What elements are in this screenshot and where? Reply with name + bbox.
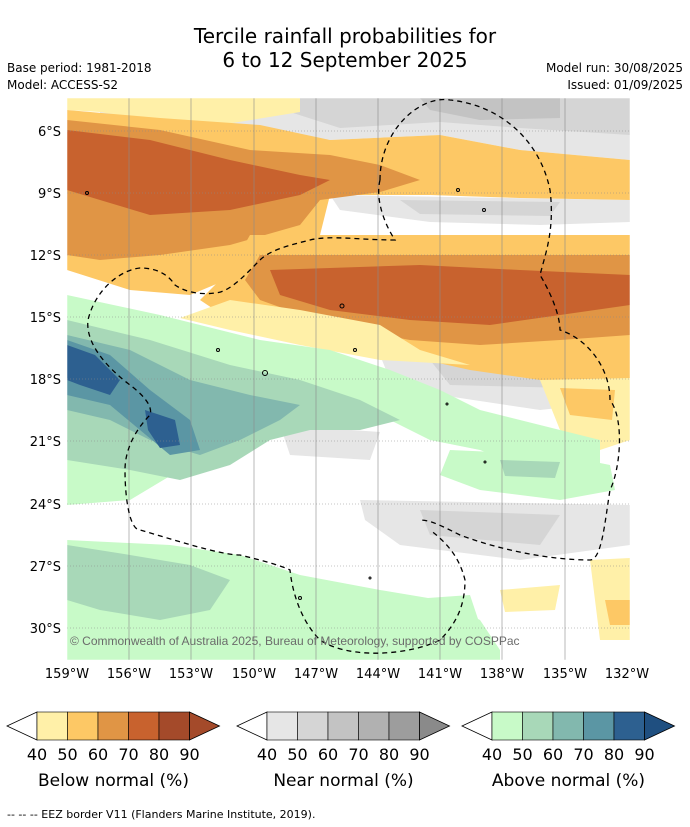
above-normal-colorbar: 40 50 60 70 80 90 — [461, 711, 676, 764]
latitude-labels: 6°S 9°S 12°S 15°S 18°S 21°S 24°S 27°S 30… — [30, 125, 61, 637]
rainfall-map: © Commonwealth of Australia 2025, Bureau… — [6, 97, 676, 764]
near-normal-label: Near normal (%) — [273, 771, 414, 791]
colorbar-tick-label: 60 — [318, 745, 338, 764]
plot-frame — [66, 97, 631, 661]
colorbar-swatch — [583, 711, 615, 741]
eez-borders — [87, 98, 621, 654]
graticule — [67, 98, 630, 660]
colorbar-swatch — [388, 711, 420, 741]
colorbar-tick-label: 70 — [348, 745, 368, 764]
colorbar-tick-label: 70 — [573, 745, 593, 764]
above-normal-fields — [67, 295, 615, 660]
lat-label: 24°S — [30, 498, 61, 513]
colorbar-min-arrow — [236, 711, 268, 741]
colorbar-min-arrow — [6, 711, 38, 741]
lat-label: 9°S — [38, 187, 61, 202]
copyright-notice: © Commonwealth of Australia 2025, Bureau… — [70, 634, 520, 648]
base-period: Base period: 1981-2018 — [7, 61, 152, 75]
colorbar-tick-label: 90 — [634, 745, 654, 764]
lon-label: 156°W — [107, 667, 151, 682]
colorbar-tick-label: 50 — [287, 745, 307, 764]
colorbar-swatch — [491, 711, 523, 741]
colorbar-tick-label: 60 — [543, 745, 563, 764]
colorbar-tick-label: 50 — [512, 745, 532, 764]
colorbar-swatch — [266, 711, 298, 741]
colorbar-swatch — [552, 711, 584, 741]
meta-right: Model run: 30/08/2025 Issued: 01/09/2025 — [546, 60, 683, 94]
colorbar-tick-label: 40 — [27, 745, 47, 764]
lon-label: 138°W — [480, 667, 524, 682]
colorbar-tick-label: 90 — [409, 745, 429, 764]
colorbar-swatch — [297, 711, 329, 741]
colorbar-max-arrow — [644, 711, 676, 741]
colorbar-tick-label: 80 — [379, 745, 399, 764]
near-normal-colorbar: 40 50 60 70 80 90 — [236, 711, 451, 764]
lat-label: 12°S — [30, 249, 61, 264]
colorbar-tick-label: 50 — [57, 745, 77, 764]
colorbar-tick-label: 70 — [118, 745, 138, 764]
below-normal-fields — [67, 98, 630, 640]
colorbar-swatch — [522, 711, 554, 741]
colorbar-swatch — [327, 711, 359, 741]
colorbar-swatch — [97, 711, 129, 741]
below-normal-colorbar: 40 50 60 70 80 90 — [6, 711, 221, 764]
lon-label: 135°W — [543, 667, 587, 682]
above-normal-label: Above normal (%) — [491, 771, 646, 791]
lon-label: 147°W — [294, 667, 338, 682]
map-title: Tercile rainfall probabilities for 6 to … — [0, 24, 690, 72]
lat-label: 21°S — [30, 435, 61, 450]
lat-label: 18°S — [30, 373, 61, 388]
lon-label: 153°W — [169, 667, 213, 682]
model-name: Model: ACCESS-S2 — [7, 78, 119, 92]
model-run: Model run: 30/08/2025 — [545, 61, 683, 75]
title-line-1: Tercile rainfall probabilities for — [193, 24, 497, 48]
colorbar-swatch — [67, 711, 99, 741]
lon-label: 150°W — [232, 667, 276, 682]
lon-label: 141°W — [418, 667, 462, 682]
colorbar-tick-label: 40 — [257, 745, 277, 764]
colorbar-tick-label: 90 — [179, 745, 199, 764]
colorbar-swatch — [128, 711, 160, 741]
map-plot-area: © Commonwealth of Australia 2025, Bureau… — [67, 98, 630, 660]
colorbar-max-arrow — [189, 711, 221, 741]
colorbar-tick-label: 60 — [88, 745, 108, 764]
lon-label: 159°W — [45, 667, 89, 682]
lat-label: 30°S — [30, 622, 61, 637]
islands — [85, 188, 487, 600]
longitude-labels: 159°W 156°W 153°W 150°W 147°W 144°W 141°… — [45, 667, 649, 682]
colorbar-swatch — [158, 711, 190, 741]
eez-footnote: -- -- -- EEZ border V11 (Flanders Marine… — [7, 808, 316, 821]
colorbar-swatch — [613, 711, 645, 741]
below-normal-label: Below normal (%) — [38, 771, 189, 791]
lat-label: 27°S — [30, 560, 61, 575]
meta-left: Base period: 1981-2018 Model: ACCESS-S2 — [7, 60, 152, 94]
lat-label: 6°S — [38, 125, 61, 140]
lon-label: 144°W — [356, 667, 400, 682]
colorbar-tick-label: 80 — [149, 745, 169, 764]
lon-label: 132°W — [605, 667, 649, 682]
colorbar-tick-label: 40 — [482, 745, 502, 764]
colorbar-max-arrow — [419, 711, 451, 741]
colorbar-swatch — [358, 711, 390, 741]
title-line-2: 6 to 12 September 2025 — [222, 48, 468, 72]
legend-colorbars: 40 50 60 70 80 90 40 50 60 70 80 90 40 50 60 70 80 90 — [6, 711, 676, 764]
lat-label: 15°S — [30, 311, 61, 326]
colorbar-min-arrow — [461, 711, 493, 741]
issued-date: Issued: 01/09/2025 — [567, 78, 683, 92]
colorbar-tick-label: 80 — [604, 745, 624, 764]
colorbar-swatch — [36, 711, 68, 741]
